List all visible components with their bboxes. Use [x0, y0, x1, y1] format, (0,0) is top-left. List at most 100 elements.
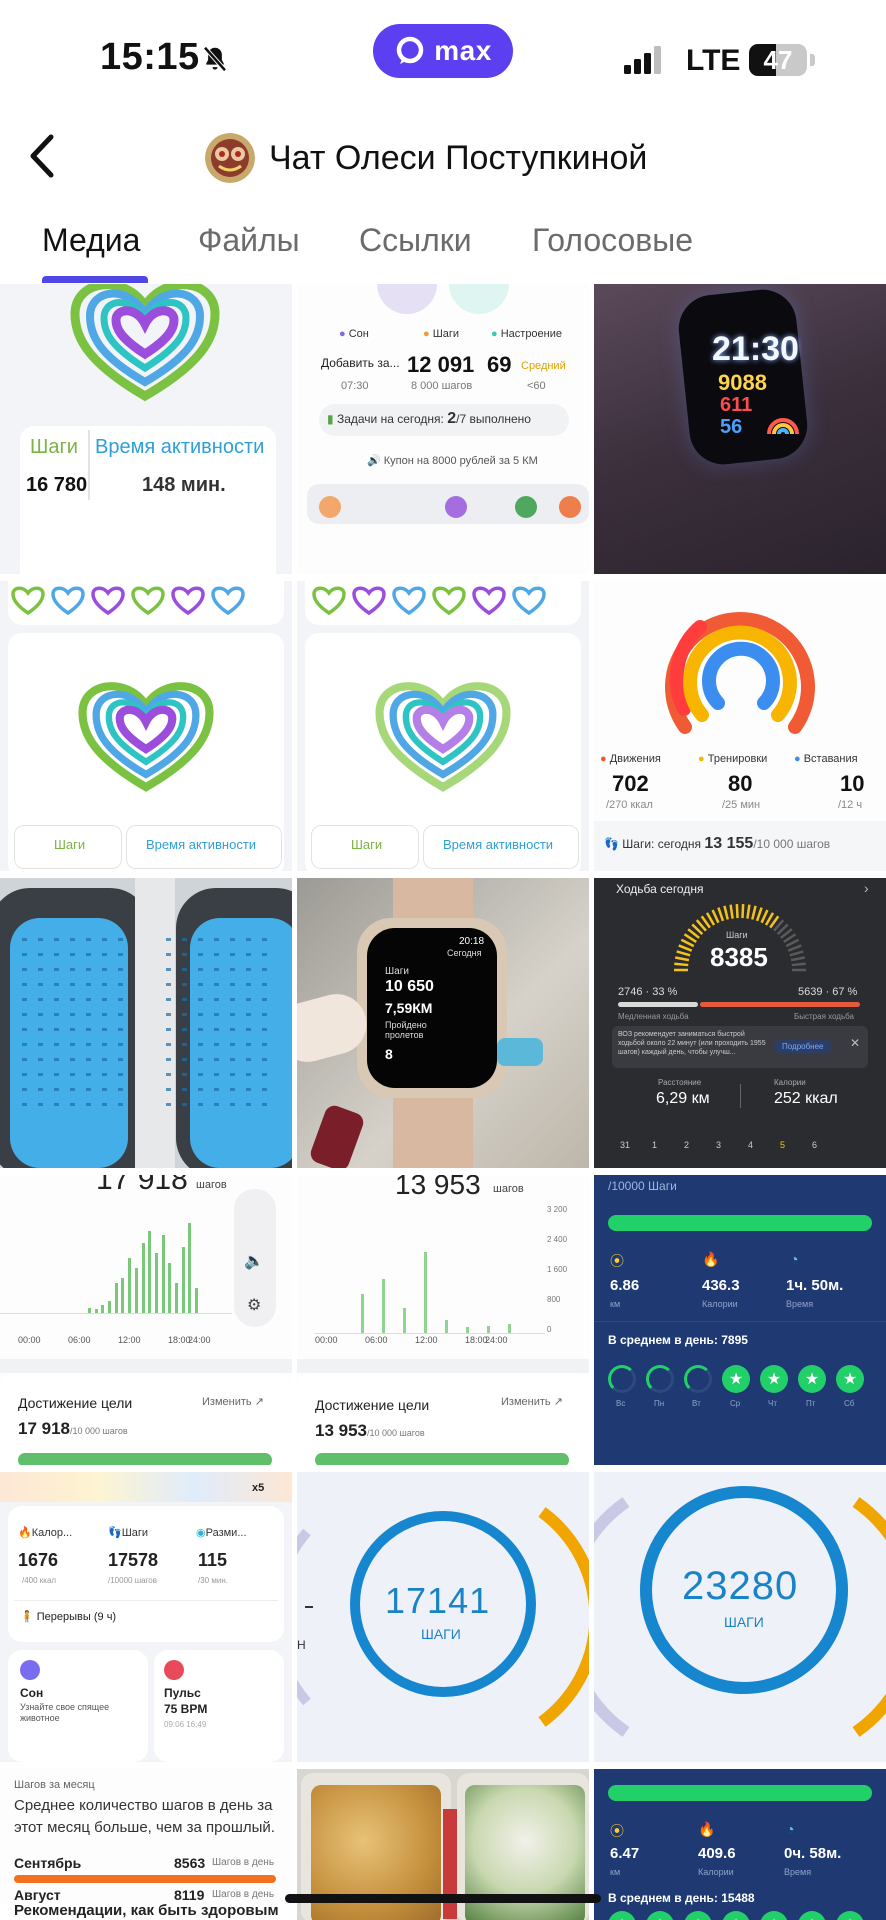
rainbow-icon [767, 418, 799, 435]
day-label[interactable]: 4 [748, 1140, 754, 1150]
media-thumb-steps-ring-23280[interactable]: 23280 ШАГИ [594, 1472, 886, 1762]
day-label[interactable]: 1 [652, 1140, 658, 1150]
max-app-pill[interactable]: max [373, 24, 513, 78]
y-tick-label: 800 [547, 1295, 561, 1304]
day-label[interactable]: 5 [780, 1140, 786, 1150]
media-thumb-steps-chart-2[interactable]: 13 953 шагов 3 200 2 400 1 600 800 0 00:00 06… [297, 1175, 589, 1465]
back-button[interactable] [18, 128, 66, 184]
media-thumb-steps-navy-2[interactable]: ⦿ 🔥 ◔ 6.47 409.6 0ч. 58м. км Калории Вре… [594, 1769, 886, 1920]
steps-label: 👣Шаги [108, 1527, 149, 1539]
clock-icon: ◔ [790, 1251, 799, 1267]
day-label[interactable]: 3 [716, 1140, 722, 1150]
chart-bar [466, 1327, 469, 1333]
sleep-time: 07:30 [341, 380, 369, 392]
mood-note: <60 [527, 380, 546, 392]
goal-star-icon: ★ [646, 1911, 674, 1920]
steps-value: 12 091 [407, 352, 475, 377]
media-thumb-daily-cards[interactable]: x5 🔥Калор... 👣Шаги ◉Разми... 1676 17578 … [0, 1472, 292, 1762]
activity-rings-graphic [665, 612, 815, 734]
axis-tick-label: 06:00 [68, 1335, 91, 1345]
weekday-label: Сб [844, 1399, 855, 1408]
tab-media[interactable]: Медиа [42, 222, 141, 258]
tab-voice[interactable]: Голосовые [532, 222, 694, 258]
warmup-value: 115 [198, 1550, 228, 1570]
breaks-row[interactable]: 🧍 Перерывы (9 ч) [20, 1611, 117, 1623]
train-label: ● Тренировки [698, 753, 768, 765]
steps-value: 17141 [385, 1580, 491, 1621]
chart-bar [88, 1308, 91, 1313]
calories-unit: Калории [702, 1299, 738, 1309]
chat-avatar[interactable] [205, 133, 255, 183]
time-axis: 00:00 06:00 12:00 18:00 24:00 [18, 1335, 258, 1349]
walk-steps-label: Шаги [726, 930, 748, 940]
chart-bar [188, 1223, 192, 1313]
edit-link[interactable]: Изменить ↗ [202, 1396, 264, 1408]
y-axis: 3 200 2 400 1 600 800 0 [547, 1205, 587, 1335]
week-heart-icons [312, 586, 546, 616]
goal-star-icon: ★ [798, 1911, 826, 1920]
chart-bar [121, 1278, 125, 1313]
goal-label: Достижение цели [18, 1395, 133, 1411]
media-thumb-steps-ring-17141[interactable]: 17141 ШАГИ H [297, 1472, 589, 1762]
chart-bar [108, 1301, 112, 1313]
media-thumb-food-photo[interactable] [297, 1769, 589, 1920]
calories-value: 436.3 [702, 1277, 740, 1294]
close-icon[interactable]: ✕ [850, 1036, 861, 1050]
steps-label: Шаги [54, 837, 86, 852]
axis-tick-label: 06:00 [365, 1335, 388, 1345]
goal-star-icon: ★ [760, 1911, 788, 1920]
walk-steps-value: 8385 [710, 942, 768, 972]
chart-bar [161, 1235, 165, 1313]
goal-progress-icon [646, 1365, 674, 1393]
tab-files[interactable]: Файлы [198, 222, 300, 258]
battery-level: 47 [763, 44, 793, 75]
steps-today-line: 👣 Шаги: сегодня 13 155/10 000 шагов [604, 835, 831, 852]
tab-links[interactable]: Ссылки [359, 222, 472, 258]
activity-value: 148 мин. [142, 474, 226, 496]
media-thumb-heart-week-2[interactable]: Шаги Время активности [297, 581, 589, 871]
axis-tick-label: 12:00 [415, 1335, 438, 1345]
max-pill-label: max [434, 35, 492, 66]
media-thumb-steps-chart-1[interactable]: 17 918 шагов 🔈 ⚙ 00:00 06:00 12:00 18:00 24:… [0, 1175, 292, 1465]
steps-unit: шагов [493, 1183, 524, 1195]
home-indicator[interactable] [285, 1894, 601, 1903]
media-thumb-activity-rings[interactable]: ● Движения ● Тренировки ● Вставания 702 … [594, 581, 886, 871]
media-thumb-walking-today[interactable]: Ходьба сегодня › Шаги 8385 2746 · 33 % 5… [594, 878, 886, 1168]
media-thumb-heart-week-1[interactable]: Шаги Время активности [0, 581, 292, 871]
goal-progress-icon [608, 1365, 636, 1393]
media-thumb-smart-band-photo[interactable]: 21:30 9088 611 56 [594, 284, 886, 574]
add-sleep-label: Добавить за... [321, 356, 400, 370]
gear-icon[interactable]: ⚙ [247, 1297, 262, 1314]
day-label[interactable]: 31 [620, 1140, 631, 1150]
location-icon: ⦿ [610, 1823, 624, 1839]
day-label[interactable]: 2 [684, 1140, 690, 1150]
chart-bar [403, 1308, 406, 1333]
walk-gauge [674, 904, 806, 972]
media-thumb-daily-summary[interactable]: ● Сон ● Шаги ● Настроение Добавить за...… [297, 284, 589, 574]
stand-goal: /12 ч [838, 799, 863, 811]
chart-bar [382, 1279, 385, 1333]
flame-icon: 🔥 [698, 1821, 716, 1837]
goal-star-icon: ★ [722, 1911, 750, 1920]
speaker-icon[interactable]: 🔈 [244, 1253, 264, 1270]
day-label[interactable]: 6 [812, 1140, 818, 1150]
chart-bar [361, 1293, 364, 1333]
media-thumb-monthly-steps[interactable]: Шагов за месяц Среднее количество шагов … [0, 1769, 292, 1920]
chat-header[interactable]: Чат Олеси Поступкиной [205, 130, 647, 186]
chart-bar [128, 1258, 132, 1313]
edit-link[interactable]: Изменить ↗ [501, 1396, 563, 1408]
status-time: 15:15 [100, 36, 200, 78]
steps-value: 17 918 [96, 1175, 188, 1196]
sleep-label: Сон [20, 1686, 44, 1700]
signal-icon [624, 46, 661, 74]
clock-icon: ◔ [786, 1821, 795, 1837]
distance-value: 6.47 [610, 1845, 640, 1862]
sleep-note: Узнайте свое спящее животное [20, 1702, 110, 1723]
media-thumb-watch-photo[interactable]: 20:18 Сегодня Шаги 10 650 7,59КМ Пройден… [297, 878, 589, 1168]
calories-goal: /400 ккал [22, 1576, 57, 1585]
tip-button[interactable]: Подробнее [774, 1040, 832, 1053]
media-thumb-stepper-photo[interactable] [0, 878, 292, 1168]
media-thumb-activity-heart[interactable]: Шаги Время активности 16 780 148 мин. [0, 284, 292, 574]
chart-bar [148, 1231, 152, 1313]
media-thumb-steps-navy-1[interactable]: /10000 Шаги ⦿ 🔥 ◔ 6.86 436.3 1ч. 50м. км… [594, 1175, 886, 1465]
